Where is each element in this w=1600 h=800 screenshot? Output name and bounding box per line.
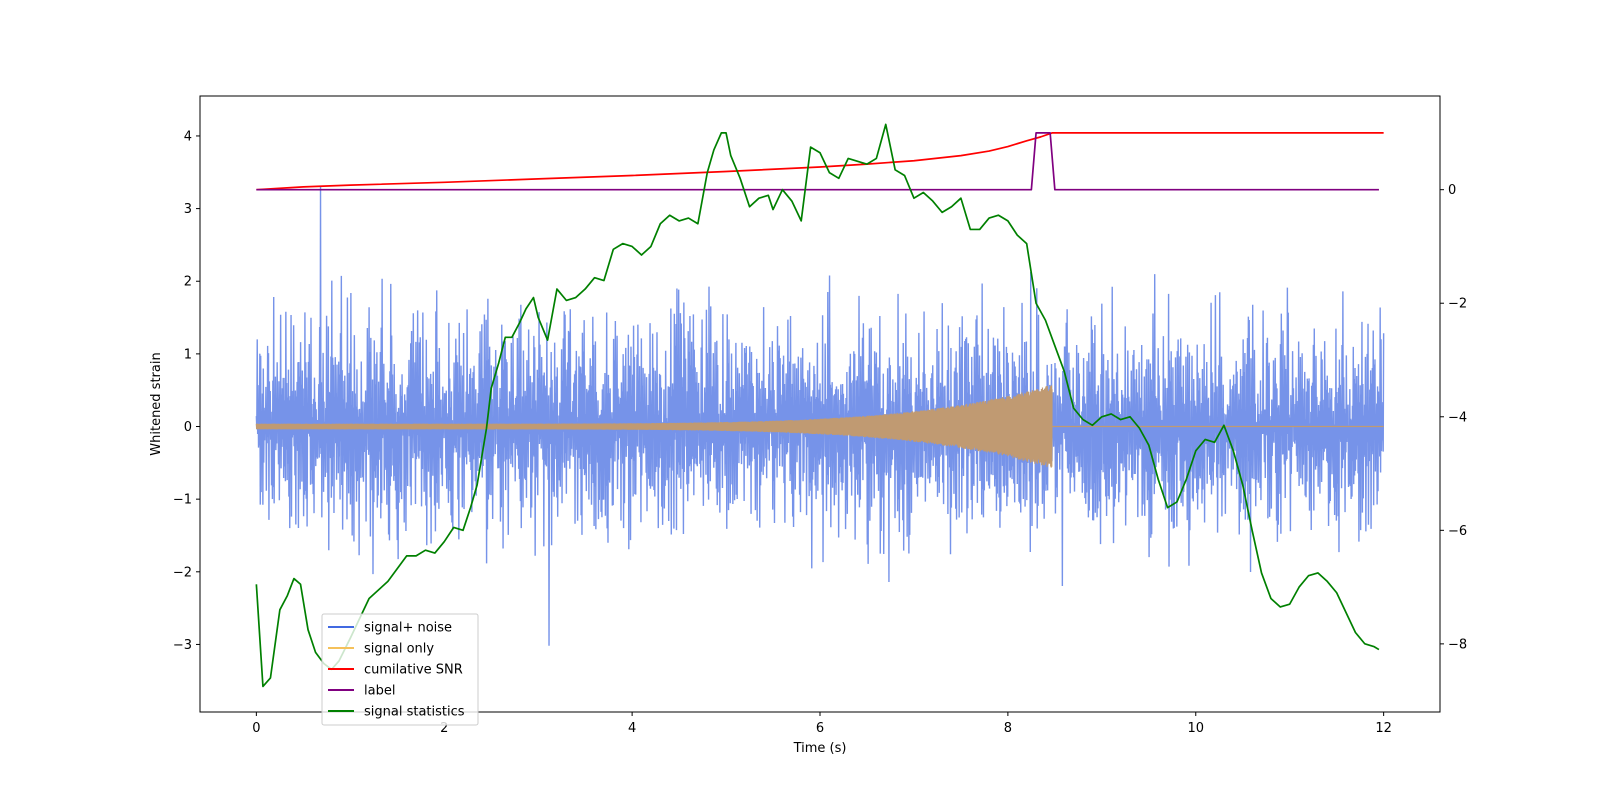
y2-tick-label: −4 xyxy=(1448,410,1467,425)
x-tick-label: 2 xyxy=(440,721,448,736)
y-tick-label: −2 xyxy=(173,565,192,580)
series-signal-statistics xyxy=(255,123,1380,688)
y2-tick-label: −6 xyxy=(1448,524,1467,539)
legend: signal+ noise signal only cumilative SNR la… xyxy=(321,613,479,726)
y-tick-label: 3 xyxy=(184,202,192,217)
legend-label: signal statistics xyxy=(364,705,465,720)
y-tick-label: 2 xyxy=(184,275,192,290)
y2-tick-label: −2 xyxy=(1448,297,1467,312)
series-layer xyxy=(255,123,1385,688)
legend-label: cumilative SNR xyxy=(364,663,463,678)
legend-label: label xyxy=(364,684,395,699)
series-label xyxy=(256,132,1379,191)
x-tick-label: 10 xyxy=(1187,721,1204,736)
y-tick-label: −3 xyxy=(173,638,192,653)
x-tick-label: 6 xyxy=(816,721,824,736)
y-tick-label: −1 xyxy=(173,493,192,508)
y-tick-label: 0 xyxy=(184,420,192,435)
y-tick-label: 1 xyxy=(184,347,192,362)
y2-tick-label: 0 xyxy=(1448,183,1456,198)
x-tick-label: 12 xyxy=(1375,721,1392,736)
legend-box xyxy=(321,613,479,726)
series-signal-only xyxy=(255,385,1384,468)
series-signal-plus-noise xyxy=(255,185,1385,646)
y2-tick-label: −8 xyxy=(1448,637,1467,652)
x-axis-label: Time (s) xyxy=(793,741,847,756)
legend-label: signal+ noise xyxy=(364,621,452,636)
x-tick-label: 8 xyxy=(1004,721,1012,736)
x-tick-label: 4 xyxy=(628,721,636,736)
y-tick-label: 4 xyxy=(184,129,192,144)
x-tick-label: 0 xyxy=(252,721,260,736)
legend-label: signal only xyxy=(364,642,434,657)
y-axis-label: Whitened strain xyxy=(149,352,164,455)
